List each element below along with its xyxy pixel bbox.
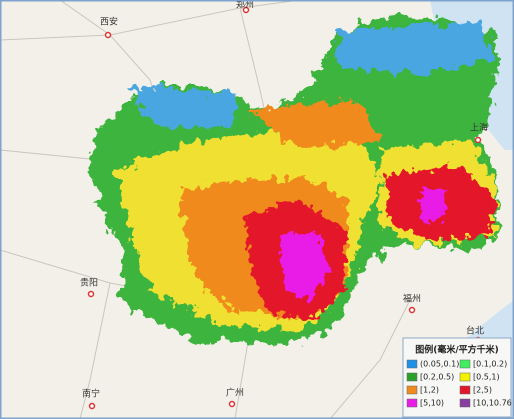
legend-swatch	[406, 359, 418, 369]
city-label: 上海	[470, 122, 488, 134]
city-markers	[87, 6, 482, 410]
city-label: 南宁	[82, 388, 100, 400]
legend-label: (0.05,0.1)	[420, 360, 459, 369]
legend-title: 图例(毫米/平方千米)	[415, 344, 499, 356]
legend-label: [0.2,0.5)	[420, 373, 454, 382]
city-label: 广州	[226, 387, 244, 399]
legend-swatch	[459, 398, 471, 408]
city-label: 台北	[466, 325, 484, 337]
legend-swatch	[459, 372, 471, 382]
legend-label: [10,10.76)	[473, 399, 514, 408]
city-label: 郑州	[236, 0, 254, 11]
city-label: 福州	[403, 293, 421, 305]
legend-swatch	[406, 372, 418, 382]
legend-label: [2,5)	[473, 386, 492, 395]
legend-swatch	[406, 385, 418, 395]
legend-label: [0.5,1)	[473, 373, 500, 382]
legend-label: [5,10)	[420, 399, 444, 408]
legend-swatch	[459, 359, 471, 369]
legend-swatch	[459, 385, 471, 395]
legend-label: [1,2)	[420, 386, 439, 395]
legend-swatch	[406, 398, 418, 408]
legend-label: [0.1,0.2)	[473, 360, 507, 369]
legend: 图例(毫米/平方千米) (0.05,0.1) [0.1,0.2) [0.2,0.5)…	[402, 337, 514, 418]
radar-overlay-core	[245, 165, 495, 320]
city-label: 西安	[100, 16, 118, 28]
city-label: 贵阳	[80, 277, 98, 289]
